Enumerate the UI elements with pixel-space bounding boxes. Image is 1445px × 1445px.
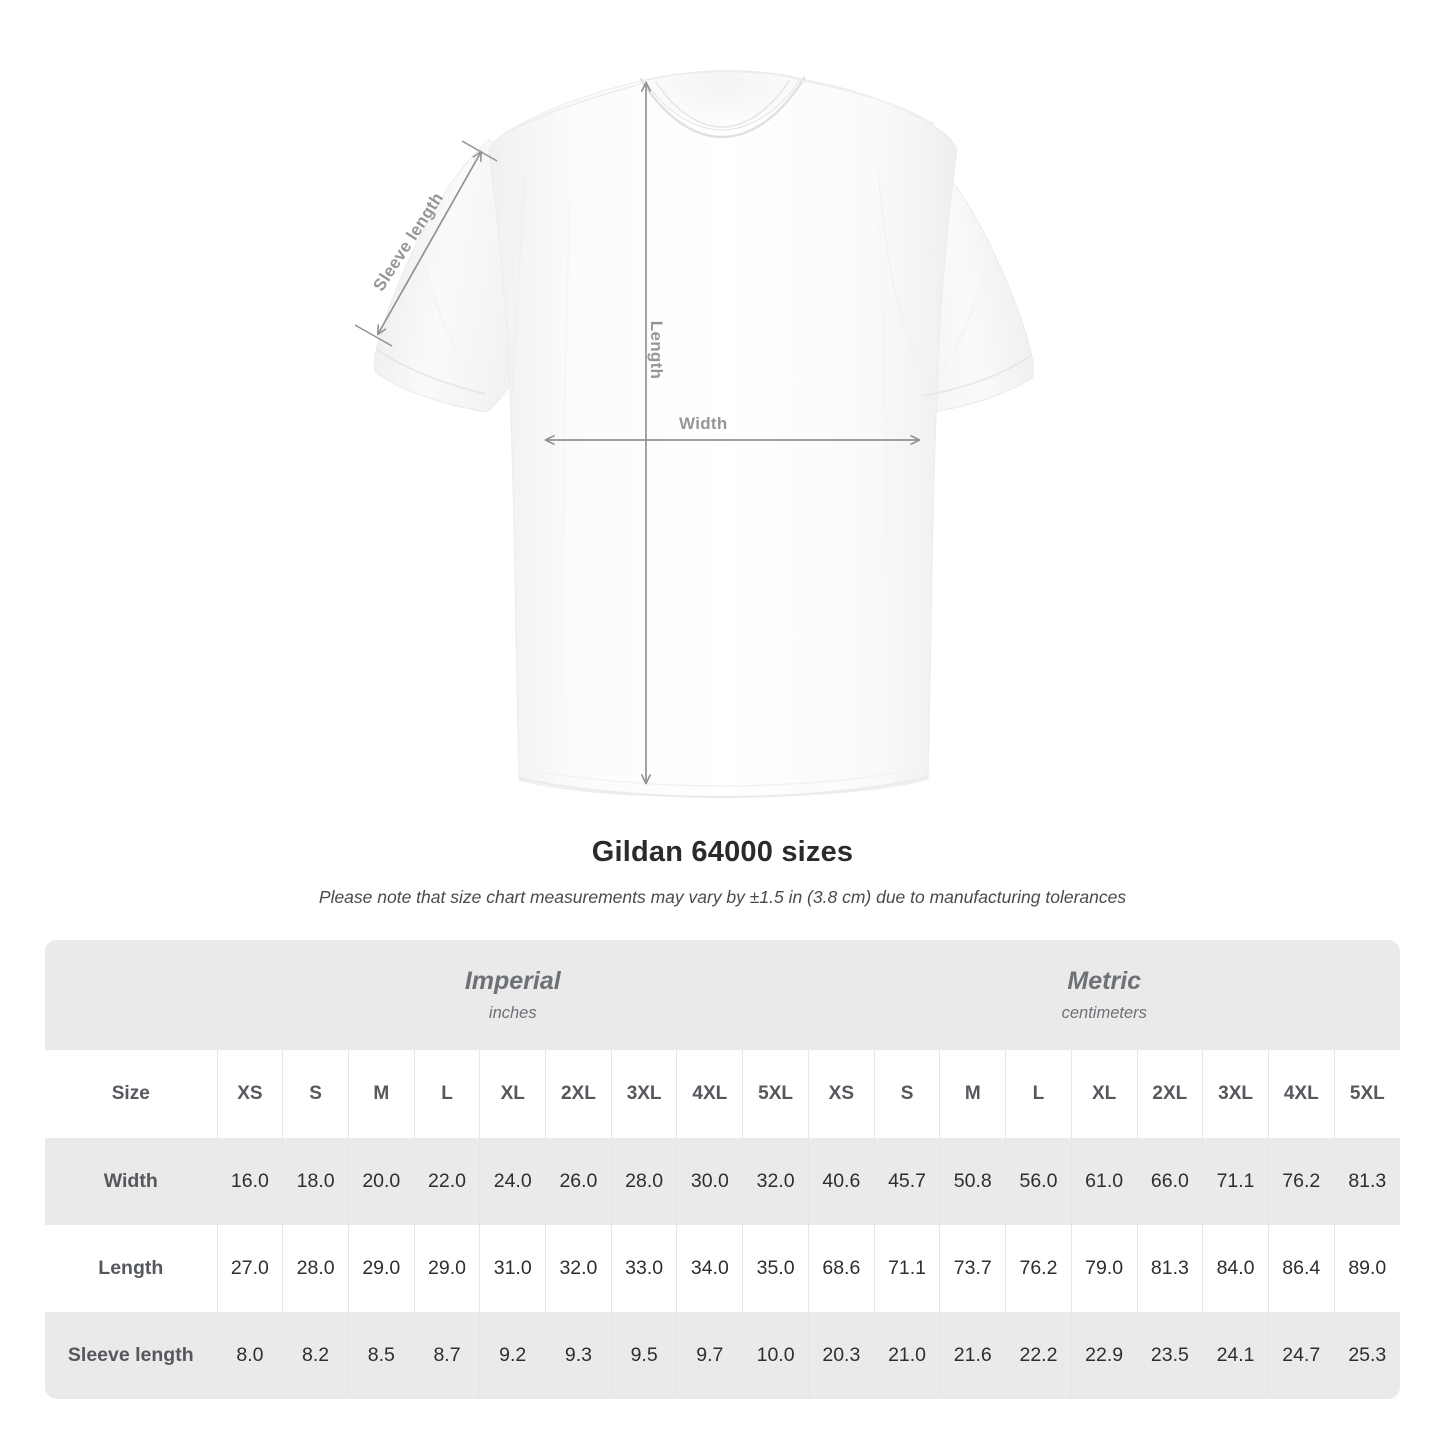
- unit-banner-row: Imperial inches Metric centimeters: [45, 940, 1400, 1050]
- unit-group-imperial: Imperial inches: [217, 940, 809, 1050]
- table-cell: 20.3: [807, 1312, 875, 1399]
- row-label: Width: [45, 1138, 218, 1225]
- size-header-cell: 2XL: [545, 1050, 612, 1138]
- table-cell: 22.9: [1070, 1312, 1137, 1399]
- table-cell: 50.8: [939, 1138, 1006, 1225]
- table-cell: 79.0: [1070, 1225, 1137, 1312]
- size-header-cell: S: [282, 1050, 349, 1138]
- size-header-cell: XL: [479, 1050, 546, 1138]
- size-chart-table: Imperial inches Metric centimeters Size …: [45, 940, 1400, 1399]
- table-cell: 86.4: [1267, 1225, 1335, 1312]
- table-cell: 8.2: [282, 1312, 349, 1399]
- unit-name-label: centimeters: [1061, 1004, 1147, 1023]
- size-header-cell: 5XL: [742, 1050, 809, 1138]
- size-header-cell: 4XL: [676, 1050, 743, 1138]
- size-header-cell: 4XL: [1267, 1050, 1335, 1138]
- table-cell: 10.0: [742, 1312, 809, 1399]
- table-cell: 45.7: [873, 1138, 940, 1225]
- table-cell: 8.7: [413, 1312, 480, 1399]
- table-cell: 66.0: [1136, 1138, 1203, 1225]
- size-header-cell: 3XL: [610, 1050, 677, 1138]
- table-row: Length 27.0 28.0 29.0 29.0 31.0 32.0 33.…: [45, 1225, 1400, 1312]
- table-cell: 20.0: [347, 1138, 415, 1225]
- size-header-cell: S: [873, 1050, 940, 1138]
- table-cell: 9.2: [479, 1312, 546, 1399]
- table-cell: 9.5: [610, 1312, 677, 1399]
- table-cell: 84.0: [1202, 1225, 1269, 1312]
- table-cell: 89.0: [1333, 1225, 1400, 1312]
- table-cell: 16.0: [216, 1138, 283, 1225]
- sleeve-length-arrow: [376, 150, 483, 336]
- width-label: Width: [679, 414, 728, 433]
- size-header-cell: 5XL: [1333, 1050, 1400, 1138]
- tshirt-diagram: [354, 70, 1034, 799]
- measurement-arrows: [354, 81, 921, 785]
- table-cell: 23.5: [1136, 1312, 1203, 1399]
- table-cell: 71.1: [873, 1225, 940, 1312]
- title-block: Gildan 64000 sizes Please note that size…: [0, 836, 1445, 908]
- table-cell: 27.0: [216, 1225, 283, 1312]
- size-header-cell: M: [939, 1050, 1006, 1138]
- table-cell: 18.0: [282, 1138, 349, 1225]
- size-header-cell: 3XL: [1202, 1050, 1269, 1138]
- size-header-cell: XS: [216, 1050, 283, 1138]
- table-cell: 21.0: [873, 1312, 940, 1399]
- table-cell: 40.6: [807, 1138, 875, 1225]
- size-header-cell: XL: [1070, 1050, 1137, 1138]
- table-row: Sleeve length 8.0 8.2 8.5 8.7 9.2 9.3 9.…: [45, 1312, 1400, 1399]
- table-cell: 76.2: [1267, 1138, 1335, 1225]
- table-cell: 68.6: [807, 1225, 875, 1312]
- table-cell: 81.3: [1333, 1138, 1400, 1225]
- table-cell: 28.0: [610, 1138, 677, 1225]
- table-cell: 22.0: [413, 1138, 480, 1225]
- size-header-row: Size XS S M L XL 2XL 3XL 4XL 5XL XS S M …: [45, 1050, 1400, 1138]
- table-cell: 9.3: [545, 1312, 612, 1399]
- size-header-label: Size: [45, 1050, 218, 1138]
- table-row: Width 16.0 18.0 20.0 22.0 24.0 26.0 28.0…: [45, 1138, 1400, 1225]
- table-cell: 35.0: [742, 1225, 809, 1312]
- table-cell: 31.0: [479, 1225, 546, 1312]
- table-cell: 33.0: [610, 1225, 677, 1312]
- size-header-cell: M: [347, 1050, 415, 1138]
- size-header-cell: 2XL: [1136, 1050, 1203, 1138]
- table-cell: 8.5: [347, 1312, 415, 1399]
- unit-name-label: inches: [488, 1004, 537, 1023]
- row-label: Sleeve length: [45, 1312, 218, 1399]
- tolerance-note: Please note that size chart measurements…: [318, 887, 1127, 907]
- size-header-cell: XS: [807, 1050, 875, 1138]
- table-cell: 24.0: [479, 1138, 546, 1225]
- size-header-cell: L: [1005, 1050, 1072, 1138]
- table-cell: 56.0: [1005, 1138, 1072, 1225]
- size-header-cell: L: [413, 1050, 480, 1138]
- table-cell: 30.0: [676, 1138, 743, 1225]
- unit-system-label: Imperial: [464, 966, 561, 995]
- table-cell: 32.0: [742, 1138, 809, 1225]
- table-cell: 29.0: [347, 1225, 415, 1312]
- table-cell: 71.1: [1202, 1138, 1269, 1225]
- table-cell: 25.3: [1333, 1312, 1400, 1399]
- table-cell: 9.7: [676, 1312, 743, 1399]
- unit-banner-spacer: [45, 940, 218, 1050]
- table-cell: 24.1: [1202, 1312, 1269, 1399]
- table-cell: 81.3: [1136, 1225, 1203, 1312]
- table-cell: 32.0: [545, 1225, 612, 1312]
- unit-group-metric: Metric centimeters: [808, 940, 1400, 1050]
- table-cell: 21.6: [939, 1312, 1006, 1399]
- table-cell: 73.7: [939, 1225, 1006, 1312]
- table-cell: 28.0: [282, 1225, 349, 1312]
- table-cell: 29.0: [413, 1225, 480, 1312]
- unit-system-label: Metric: [1067, 966, 1142, 995]
- tshirt-illustration: Sleeve length Length Width: [354, 70, 1034, 799]
- page-title: Gildan 64000 sizes: [591, 836, 854, 868]
- table-cell: 34.0: [676, 1225, 743, 1312]
- row-label: Length: [45, 1225, 218, 1312]
- table-cell: 24.7: [1267, 1312, 1335, 1399]
- length-label: Length: [647, 320, 667, 380]
- table-cell: 22.2: [1005, 1312, 1072, 1399]
- table-cell: 26.0: [545, 1138, 612, 1225]
- table-cell: 61.0: [1070, 1138, 1137, 1225]
- table-cell: 8.0: [216, 1312, 283, 1399]
- table-cell: 76.2: [1005, 1225, 1072, 1312]
